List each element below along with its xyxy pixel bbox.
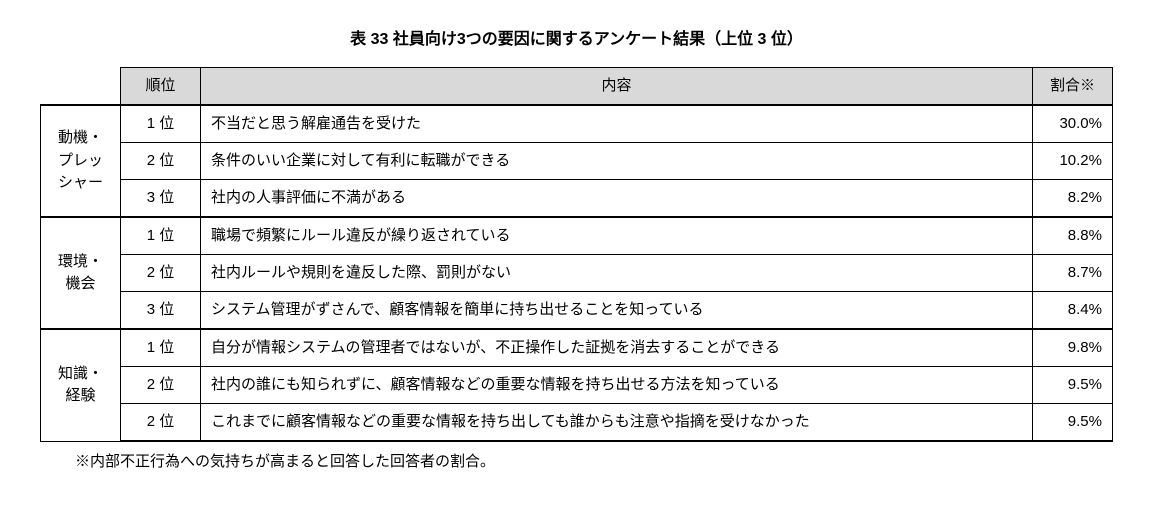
rank-cell: 1 位 bbox=[121, 329, 201, 367]
rank-cell: 1 位 bbox=[121, 105, 201, 143]
pct-cell: 8.4% bbox=[1033, 292, 1113, 330]
content-cell: 社内の誰にも知られずに、顧客情報などの重要な情報を持ち出せる方法を知っている bbox=[201, 367, 1033, 404]
content-cell: 条件のいい企業に対して有利に転職ができる bbox=[201, 143, 1033, 180]
table-row: 3 位 システム管理がずさんで、顧客情報を簡単に持ち出せることを知っている 8.… bbox=[41, 292, 1113, 330]
pct-cell: 9.8% bbox=[1033, 329, 1113, 367]
survey-table: 順位 内容 割合※ 動機・プレッシャー 1 位 不当だと思う解雇通告を受けた 3… bbox=[40, 67, 1113, 442]
content-cell: 社内の人事評価に不満がある bbox=[201, 180, 1033, 218]
pct-cell: 9.5% bbox=[1033, 367, 1113, 404]
table-row: 環境・機会 1 位 職場で頻繁にルール違反が繰り返されている 8.8% bbox=[41, 217, 1113, 255]
category-cell: 環境・機会 bbox=[41, 217, 121, 329]
footnote: ※内部不正行為への気持ちが高まると回答した回答者の割合。 bbox=[75, 450, 1133, 471]
content-cell: 職場で頻繁にルール違反が繰り返されている bbox=[201, 217, 1033, 255]
table-row: 2 位 条件のいい企業に対して有利に転職ができる 10.2% bbox=[41, 143, 1113, 180]
rank-cell: 2 位 bbox=[121, 404, 201, 442]
table-row: 動機・プレッシャー 1 位 不当だと思う解雇通告を受けた 30.0% bbox=[41, 105, 1113, 143]
header-row: 順位 内容 割合※ bbox=[41, 68, 1113, 106]
category-cell: 知識・経験 bbox=[41, 329, 121, 441]
rank-cell: 1 位 bbox=[121, 217, 201, 255]
rank-cell: 3 位 bbox=[121, 292, 201, 330]
table-row: 2 位 これまでに顧客情報などの重要な情報を持ち出しても誰からも注意や指摘を受け… bbox=[41, 404, 1113, 442]
content-cell: システム管理がずさんで、顧客情報を簡単に持ち出せることを知っている bbox=[201, 292, 1033, 330]
rank-cell: 3 位 bbox=[121, 180, 201, 218]
pct-cell: 30.0% bbox=[1033, 105, 1113, 143]
content-cell: 自分が情報システムの管理者ではないが、不正操作した証拠を消去することができる bbox=[201, 329, 1033, 367]
pct-cell: 10.2% bbox=[1033, 143, 1113, 180]
table-title: 表 33 社員向け3つの要因に関するアンケート結果（上位 3 位） bbox=[20, 25, 1133, 49]
rank-cell: 2 位 bbox=[121, 255, 201, 292]
rank-cell: 2 位 bbox=[121, 143, 201, 180]
content-cell: 不当だと思う解雇通告を受けた bbox=[201, 105, 1033, 143]
pct-cell: 9.5% bbox=[1033, 404, 1113, 442]
table-row: 3 位 社内の人事評価に不満がある 8.2% bbox=[41, 180, 1113, 218]
pct-cell: 8.2% bbox=[1033, 180, 1113, 218]
header-pct: 割合※ bbox=[1033, 68, 1113, 106]
table-row: 2 位 社内の誰にも知られずに、顧客情報などの重要な情報を持ち出せる方法を知って… bbox=[41, 367, 1113, 404]
content-cell: 社内ルールや規則を違反した際、罰則がない bbox=[201, 255, 1033, 292]
category-cell: 動機・プレッシャー bbox=[41, 105, 121, 217]
header-rank: 順位 bbox=[121, 68, 201, 106]
table-row: 知識・経験 1 位 自分が情報システムの管理者ではないが、不正操作した証拠を消去… bbox=[41, 329, 1113, 367]
header-content: 内容 bbox=[201, 68, 1033, 106]
pct-cell: 8.8% bbox=[1033, 217, 1113, 255]
pct-cell: 8.7% bbox=[1033, 255, 1113, 292]
content-cell: これまでに顧客情報などの重要な情報を持ち出しても誰からも注意や指摘を受けなかった bbox=[201, 404, 1033, 442]
table-row: 2 位 社内ルールや規則を違反した際、罰則がない 8.7% bbox=[41, 255, 1113, 292]
table-container: 順位 内容 割合※ 動機・プレッシャー 1 位 不当だと思う解雇通告を受けた 3… bbox=[40, 67, 1113, 442]
header-spacer bbox=[41, 68, 121, 106]
rank-cell: 2 位 bbox=[121, 367, 201, 404]
